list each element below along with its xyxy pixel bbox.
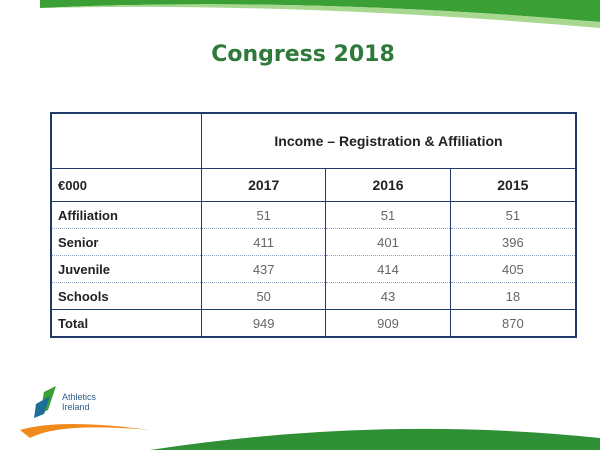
row-label: Affiliation: [50, 201, 202, 229]
table-cell: 909: [325, 309, 451, 338]
table-cell: 18: [449, 282, 577, 310]
row-label: Total: [50, 309, 202, 338]
table-cell: 50: [200, 282, 327, 310]
row-label: Juvenile: [50, 255, 202, 283]
table-row: Juvenile 437 414 405: [50, 255, 577, 283]
column-header: 2015: [449, 168, 577, 202]
row-label: Schools: [50, 282, 202, 310]
empty-cell: [50, 112, 202, 169]
caption-row: Income – Registration & Affiliation: [50, 112, 577, 169]
table-row: Affiliation 51 51 51: [50, 201, 577, 229]
table-cell: 51: [200, 201, 327, 229]
column-header: €000: [50, 168, 202, 202]
orange-swoosh: [20, 424, 150, 438]
bottom-swoosh: [150, 428, 600, 450]
table-cell: 411: [200, 228, 327, 256]
table-cell: 51: [449, 201, 577, 229]
income-table: Income – Registration & Affiliation €000 2…: [50, 112, 577, 338]
table-cell: 405: [449, 255, 577, 283]
table-cell: 414: [325, 255, 451, 283]
logo-line: Ireland: [62, 402, 90, 412]
logo-line: Athletics: [62, 392, 97, 402]
slide-title: Congress 2018: [211, 42, 395, 67]
table-cell: 43: [325, 282, 451, 310]
table-cell: 51: [325, 201, 451, 229]
top-swoosh: [40, 0, 600, 22]
column-header: 2016: [325, 168, 451, 202]
table-row: Total 949 909 870: [50, 309, 577, 338]
logo-text: Athletics Ireland: [62, 392, 96, 412]
table-cell: 437: [200, 255, 327, 283]
table-row: Schools 50 43 18: [50, 282, 577, 310]
table-cell: 949: [200, 309, 327, 338]
table-row: Senior 411 401 396: [50, 228, 577, 256]
logo-mark: [34, 396, 50, 418]
table-caption: Income – Registration & Affiliation: [201, 112, 577, 169]
table-cell: 870: [449, 309, 577, 338]
table-cell: 401: [325, 228, 451, 256]
row-label: Senior: [50, 228, 202, 256]
top-swoosh-light: [40, 4, 600, 28]
table-cell: 396: [449, 228, 577, 256]
column-header: 2017: [200, 168, 327, 202]
header-row: €000 2017 2016 2015: [50, 168, 577, 202]
